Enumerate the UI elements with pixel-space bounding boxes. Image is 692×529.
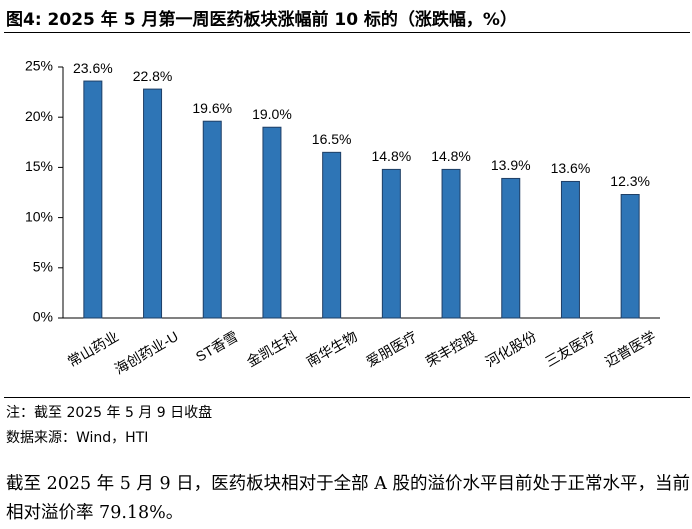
value-label: 19.6% [192,100,232,116]
chart: 0%5%10%15%20%25%常山药业23.6%海创药业-U22.8%ST香雪… [25,58,660,377]
x-tick-label: 荣丰控股 [423,328,479,370]
bar [83,80,103,319]
bar [441,168,461,319]
bar [620,194,640,319]
y-tick-label: 15% [25,158,53,174]
chart-title: 图4: 2025 年 5 月第一周医药板块涨幅前 10 标的（涨跌幅，%） [6,10,517,30]
x-tick-label: ST香雪 [193,328,241,365]
bar [202,120,222,319]
x-tick-label: 河化股份 [483,328,539,370]
x-tick-label: 三友医疗 [542,328,598,370]
source: 数据来源：Wind，HTI [6,430,149,446]
x-tick-label: 南华生物 [304,328,360,370]
y-tick-label: 20% [25,108,53,124]
y-tick-label: 5% [33,259,53,275]
bar [143,88,163,319]
value-label: 16.5% [312,131,352,147]
value-label: 12.3% [610,173,650,189]
y-tick-label: 10% [25,208,53,224]
value-label: 13.9% [491,157,531,173]
body-text: 截至 2025 年 5 月 9 日，医药板块相对于全部 A 股的溢价水平目前处于… [6,474,690,523]
bar [560,180,580,319]
y-tick-label: 25% [25,58,53,74]
value-label: 14.8% [371,148,411,164]
y-tick-label: 0% [33,309,53,325]
value-label: 23.6% [73,60,113,76]
value-label: 14.8% [431,148,471,164]
bar [501,177,521,319]
note: 注：截至 2025 年 5 月 9 日收盘 [6,405,213,421]
value-label: 22.8% [133,68,173,84]
x-tick-label: 爱朋医疗 [363,328,419,370]
x-tick-label: 海创药业-U [112,328,181,377]
bar [262,126,282,319]
bar [322,151,342,319]
value-label: 19.0% [252,106,292,122]
x-tick-label: 迈普医学 [602,328,658,370]
bar [381,168,401,319]
x-tick-label: 金凯生科 [244,328,300,370]
value-label: 13.6% [551,160,591,176]
rule [4,397,690,398]
rule [4,32,690,33]
